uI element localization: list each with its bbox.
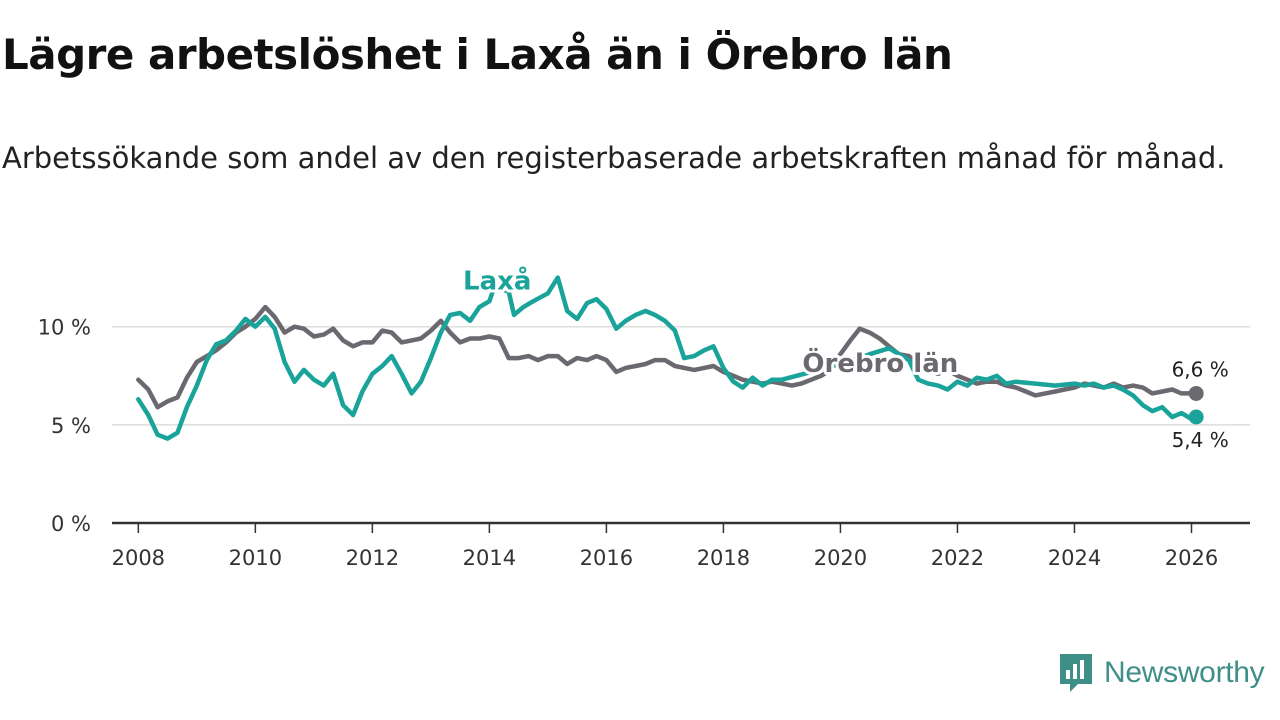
series-lines xyxy=(136,275,1204,441)
x-tick-label: 2014 xyxy=(463,546,516,570)
brand-name: Newsworthy xyxy=(1104,656,1265,689)
end-label-laxa: 5,4 % xyxy=(1172,428,1229,452)
series-label-orebro-halo: Örebro län xyxy=(802,346,958,379)
x-tick-label: 2012 xyxy=(346,546,399,570)
x-tick-label: 2008 xyxy=(112,546,165,570)
end-label-laxa-halo: 5,4 % xyxy=(1172,428,1229,452)
y-tick-label: 0 % xyxy=(51,512,91,536)
series-line-laxa xyxy=(136,275,1199,441)
x-tick-label: 2010 xyxy=(229,546,282,570)
x-tick-label: 2020 xyxy=(814,546,867,570)
x-tick-label: 2022 xyxy=(931,546,984,570)
newsworthy-logo-icon xyxy=(1060,654,1092,692)
chart-title: Lägre arbetslöshet i Laxå än i Örebro lä… xyxy=(2,30,953,79)
y-tick-label: 5 % xyxy=(51,414,91,438)
end-label-orebro-halo: 6,6 % xyxy=(1172,357,1229,381)
x-tick-label: 2016 xyxy=(580,546,633,570)
y-tick-label: 10 % xyxy=(38,316,91,340)
series-end-point-laxa xyxy=(1188,409,1204,425)
x-tick-label: 2024 xyxy=(1048,546,1101,570)
series-label-laxa: Laxå xyxy=(463,265,531,297)
series-end-point-orebro xyxy=(1188,385,1204,401)
chart-subtitle: Arbetssökande som andel av den registerb… xyxy=(2,141,1226,175)
y-axis-labels: 0 % 5 % 10 % xyxy=(38,316,91,536)
x-tick-label: 2026 xyxy=(1165,546,1218,570)
series-label-laxa-halo: Laxå xyxy=(463,265,531,297)
x-axis: 2008 2010 2012 2014 2016 2018 2020 2022 2024 2026 xyxy=(112,521,1250,570)
grid-lines xyxy=(112,325,1250,426)
series-line-orebro xyxy=(136,304,1199,410)
end-label-orebro: 6,6 % xyxy=(1172,357,1229,381)
brand: Newsworthy xyxy=(1058,652,1265,694)
series-label-orebro: Örebro län xyxy=(802,346,958,379)
x-tick-label: 2018 xyxy=(697,546,750,570)
